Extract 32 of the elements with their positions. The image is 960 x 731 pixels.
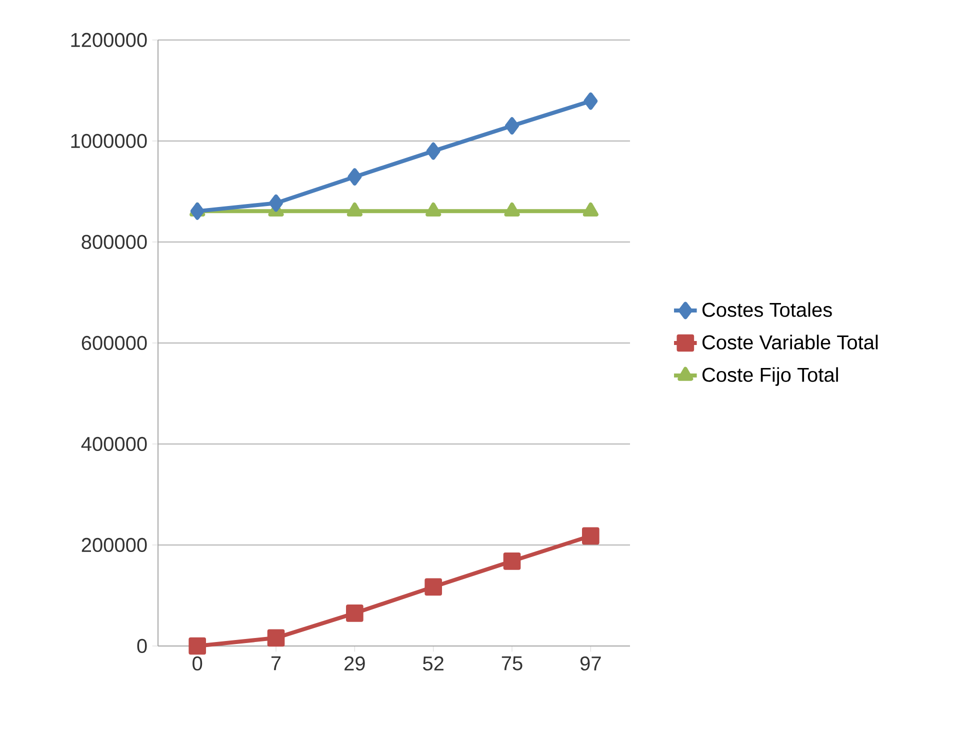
x-tick-label: 52 [423, 656, 444, 671]
x-tick-label: 0 [192, 656, 202, 671]
y-tick-label: 1200000 [71, 32, 147, 48]
point [188, 637, 206, 655]
legend-label: Coste Fijo Total [702, 367, 838, 386]
point [346, 604, 364, 622]
point [348, 168, 362, 186]
point [267, 629, 285, 647]
y-tick-label: 800000 [82, 234, 147, 250]
x-tick-label: 97 [580, 656, 601, 671]
point [503, 552, 521, 570]
point [504, 202, 520, 217]
point [582, 202, 598, 217]
point [269, 194, 284, 212]
point [346, 202, 362, 217]
y-tick-label: 600000 [82, 336, 147, 350]
legend-label: Costes Totales [702, 302, 832, 317]
x-tick-label: 29 [344, 656, 365, 671]
point [584, 92, 598, 110]
x-tick-label: 75 [502, 656, 522, 670]
point [505, 117, 520, 135]
point [426, 202, 442, 217]
point [582, 527, 600, 545]
y-tick-label: 1000000 [71, 134, 147, 148]
y-tick-label: 200000 [82, 538, 147, 552]
point [424, 578, 442, 596]
point [190, 202, 204, 220]
y-tick-label: 0 [137, 638, 147, 654]
x-tick-label: 7 [271, 656, 281, 670]
point [426, 142, 440, 160]
legend-label: Coste Variable Total [702, 334, 878, 350]
y-tick-label: 400000 [81, 436, 147, 452]
